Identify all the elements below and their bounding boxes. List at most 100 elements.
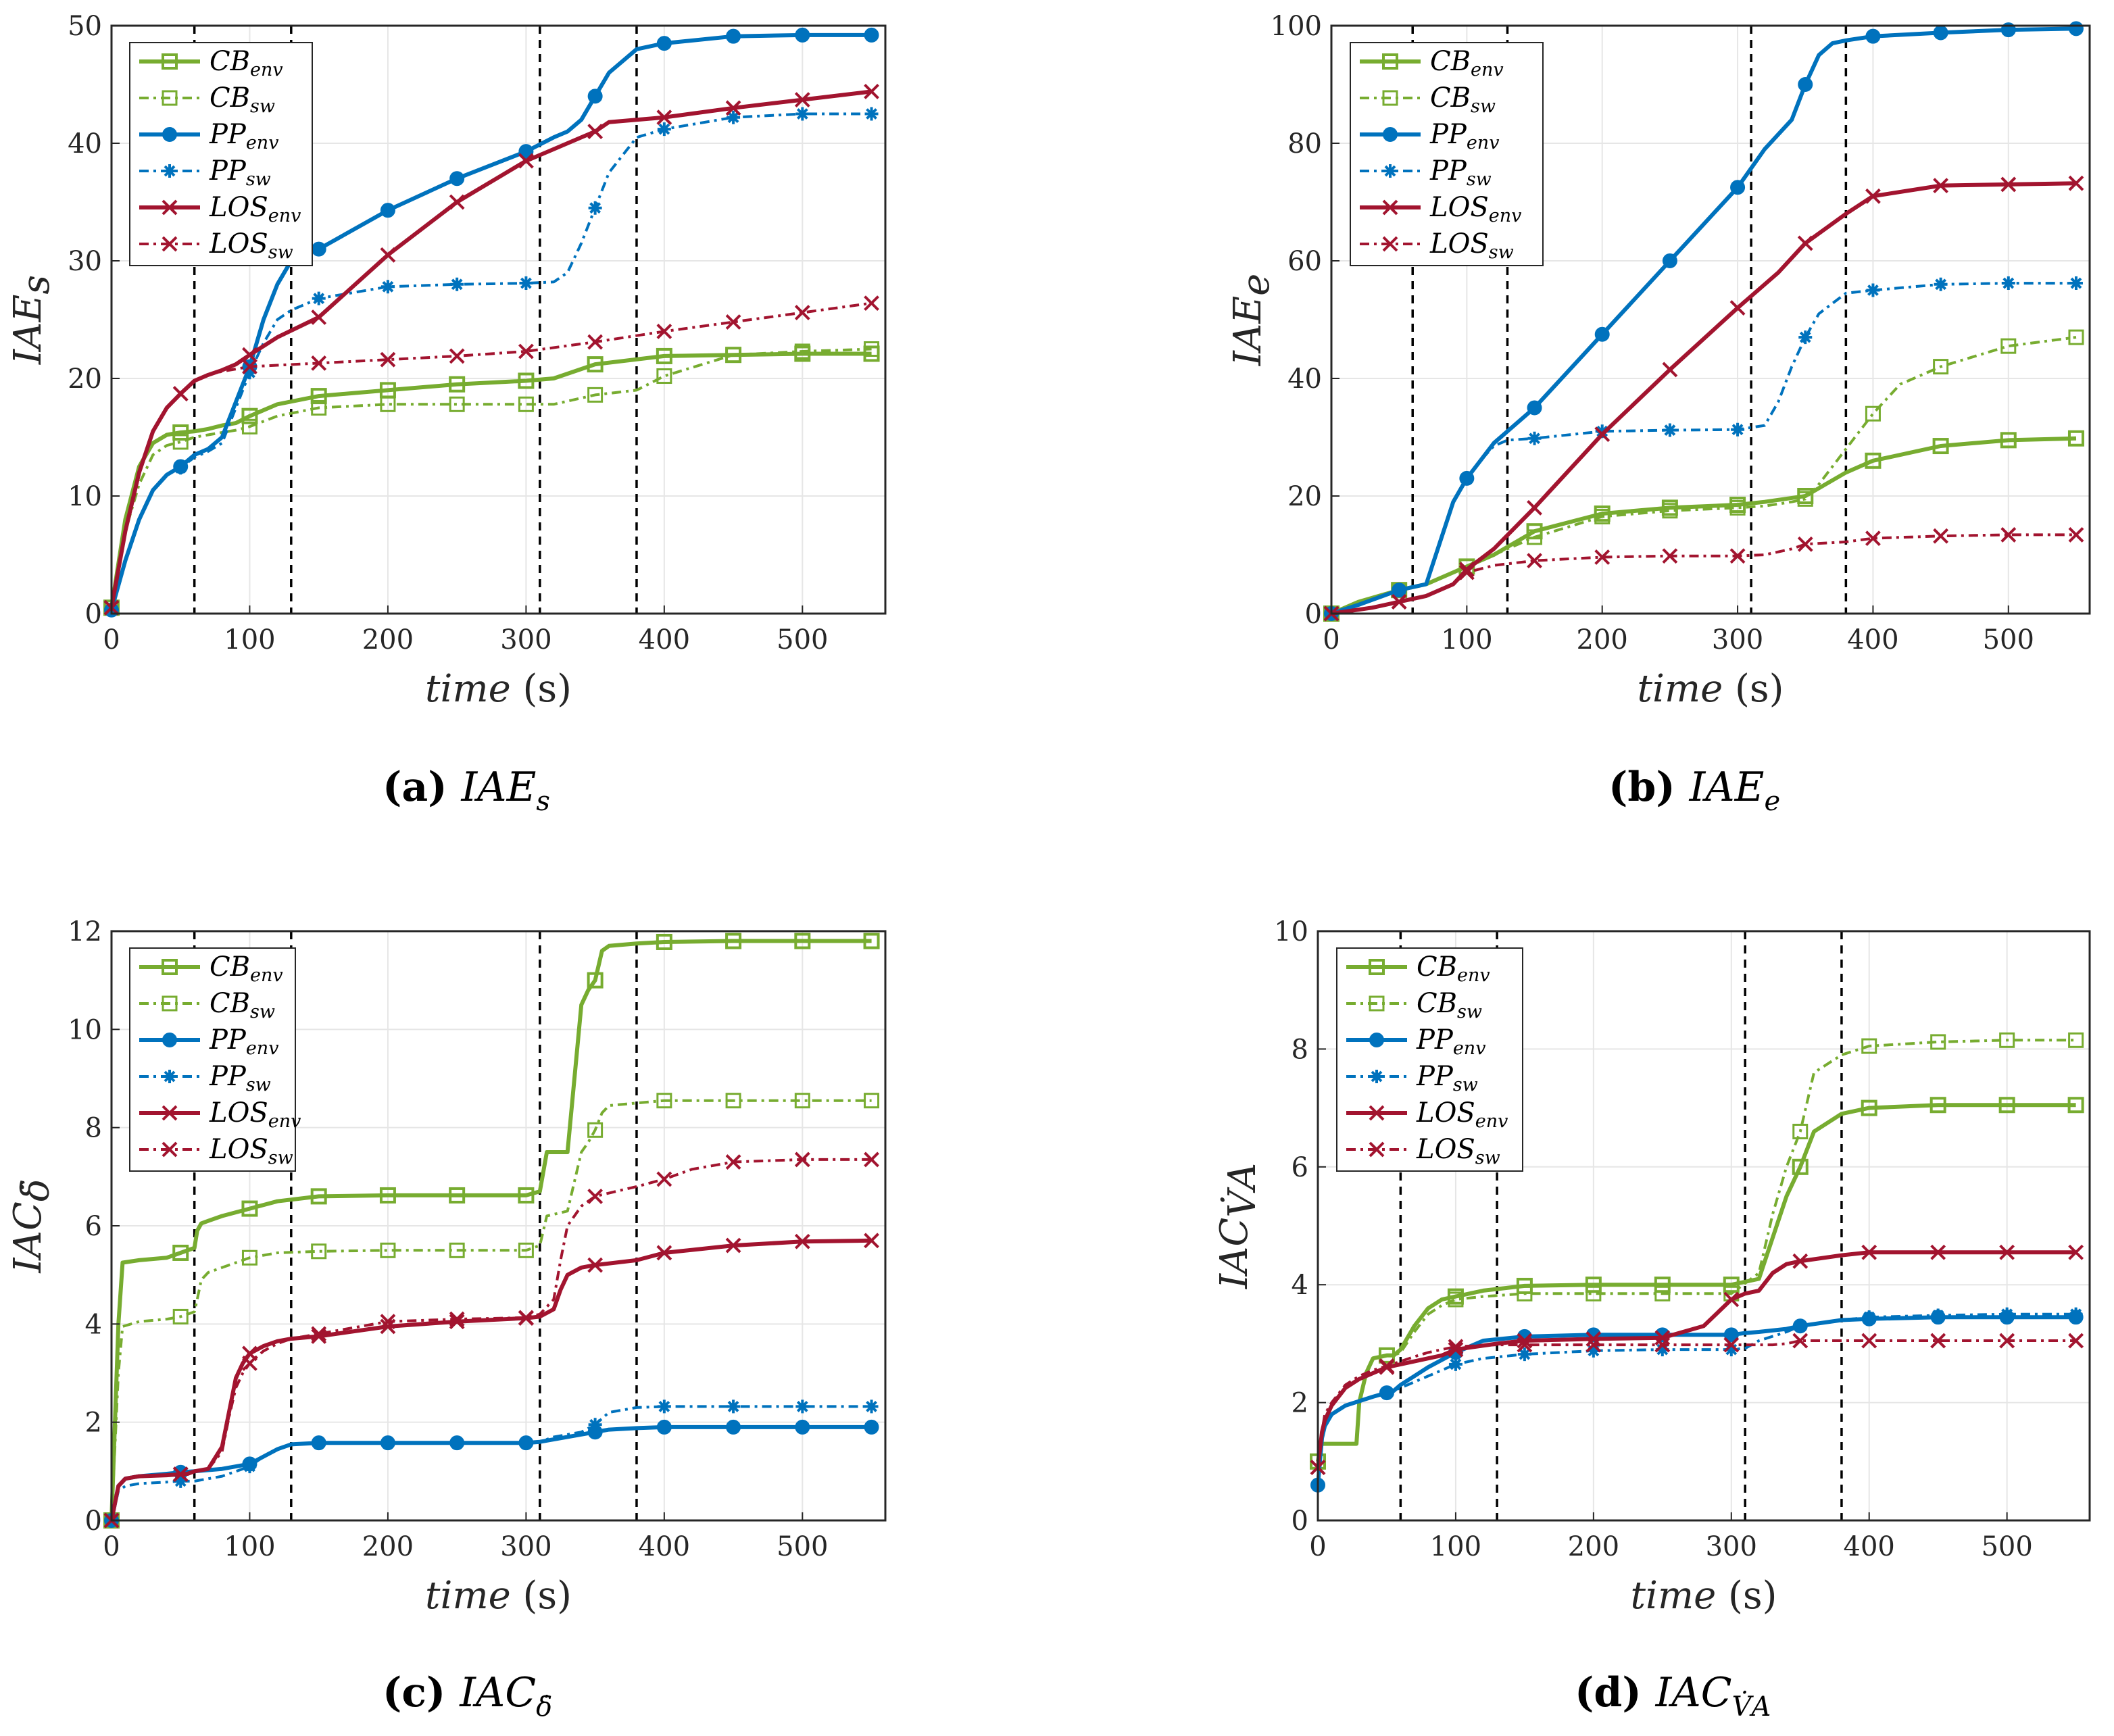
data-point [449,1187,466,1204]
y-tick-label: 80 [1287,128,1322,159]
data-point [1586,1343,1600,1358]
legend-label-sub: env [250,965,283,986]
data-point [2068,1032,2084,1048]
legend-label-base: LOS [1429,228,1489,259]
data-point [174,461,188,475]
legend-label-base: LOS [209,228,268,259]
legend-label-base: CB [1430,46,1471,77]
data-point [1865,188,1881,204]
data-point [2068,1244,2084,1260]
series-line [1331,336,2077,615]
data-point [519,276,533,291]
data-point [1792,1123,1809,1139]
x-tick-label: 0 [103,624,120,655]
y-tick-label: 0 [1292,1506,1308,1537]
data-point [1792,1253,1809,1269]
series-line [110,1405,872,1521]
data-point [1866,283,1880,297]
data-point [1931,1308,1945,1322]
legend-label-sub: env [268,205,301,226]
caption-symbol: IAE [461,764,537,811]
data-point [1865,452,1882,469]
panel-caption: (a) IAEs [383,764,550,817]
data-point [1998,1097,2015,1114]
data-point [1865,405,1881,422]
data-point [1797,491,1813,507]
data-point [2067,1097,2084,1114]
legend-label-base: PP [1429,155,1467,187]
data-point [1930,1034,1946,1050]
x-axis-label-unit: (s) [523,1574,572,1618]
data-point [1585,1276,1602,1293]
y-axis-label-main: IAC [6,1201,50,1273]
legend-marker [163,1070,176,1083]
y-tick-label: 100 [1271,11,1322,42]
series-line [109,939,872,1521]
data-point [1527,431,1542,445]
y-tick-label: 20 [68,364,102,395]
data-point [1595,424,1609,439]
panel-caption: (c) IACδ̇ [383,1669,552,1722]
data-point [588,1418,602,1432]
series-line [109,89,872,608]
axes-box [110,24,887,615]
legend-label-sub: env [1475,1111,1508,1132]
series-pp-sw [1311,1307,2083,1492]
legend-label-base: LOS [209,1134,268,1165]
x-tick-label: 200 [1577,624,1628,655]
legend-label-base: LOS [209,192,268,223]
series-line [110,1158,872,1521]
data-point [864,1233,879,1249]
data-point [172,1244,189,1261]
legend-label: LOSsw [209,228,293,263]
data-point [1460,471,1474,485]
x-tick-label: 400 [639,1531,690,1562]
data-point [2001,276,2015,291]
data-point [311,241,326,257]
data-point [449,1311,465,1327]
legend-box [129,947,296,1172]
data-point [380,396,396,412]
data-point [1379,1347,1395,1364]
data-point [450,277,464,291]
data-point [725,1237,741,1254]
data-point [725,347,741,363]
data-point [725,933,742,949]
data-point [656,368,672,385]
legend-label-base: PP [1416,1024,1454,1056]
y-tick-label: 20 [1287,481,1322,512]
data-point [242,1356,257,1371]
data-point [172,434,189,450]
legend-marker [162,90,178,106]
data-point [1933,359,1949,375]
data-point [1723,1337,1740,1353]
data-point [587,972,604,989]
legend-marker [162,995,178,1012]
data-point [2000,1307,2014,1321]
legend-marker [1369,1105,1385,1121]
series-los-env [103,84,879,616]
y-tick-label: 0 [85,1506,102,1537]
x-axis-label-var: time [1631,1574,1728,1618]
legend-label-sub: sw [1453,1074,1478,1095]
series-line [1317,1312,2076,1485]
data-point [241,407,258,424]
y-tick-label: 30 [68,246,102,277]
legend-label-base: PP [1429,119,1467,150]
data-point [587,89,603,104]
legend-label: LOSenv [209,1097,301,1132]
legend-label-base: PP [209,1024,247,1056]
data-point [1379,1358,1395,1374]
legend-label: LOSenv [209,192,301,226]
x-tick-label: 500 [1983,624,2034,655]
data-point [587,1122,604,1138]
legend-marker [162,1033,177,1047]
data-point [2069,276,2083,291]
data-point [380,351,396,368]
data-point [1517,1347,1531,1362]
data-point [587,334,604,350]
y-tick-label: 10 [68,481,102,512]
series-line [109,351,872,608]
